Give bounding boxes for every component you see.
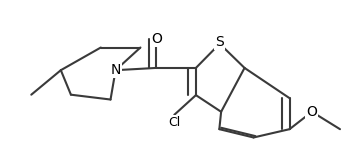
- Text: S: S: [215, 35, 224, 49]
- Text: O: O: [306, 105, 317, 119]
- Text: N: N: [110, 63, 121, 77]
- Text: O: O: [151, 32, 162, 46]
- Text: Cl: Cl: [168, 116, 180, 129]
